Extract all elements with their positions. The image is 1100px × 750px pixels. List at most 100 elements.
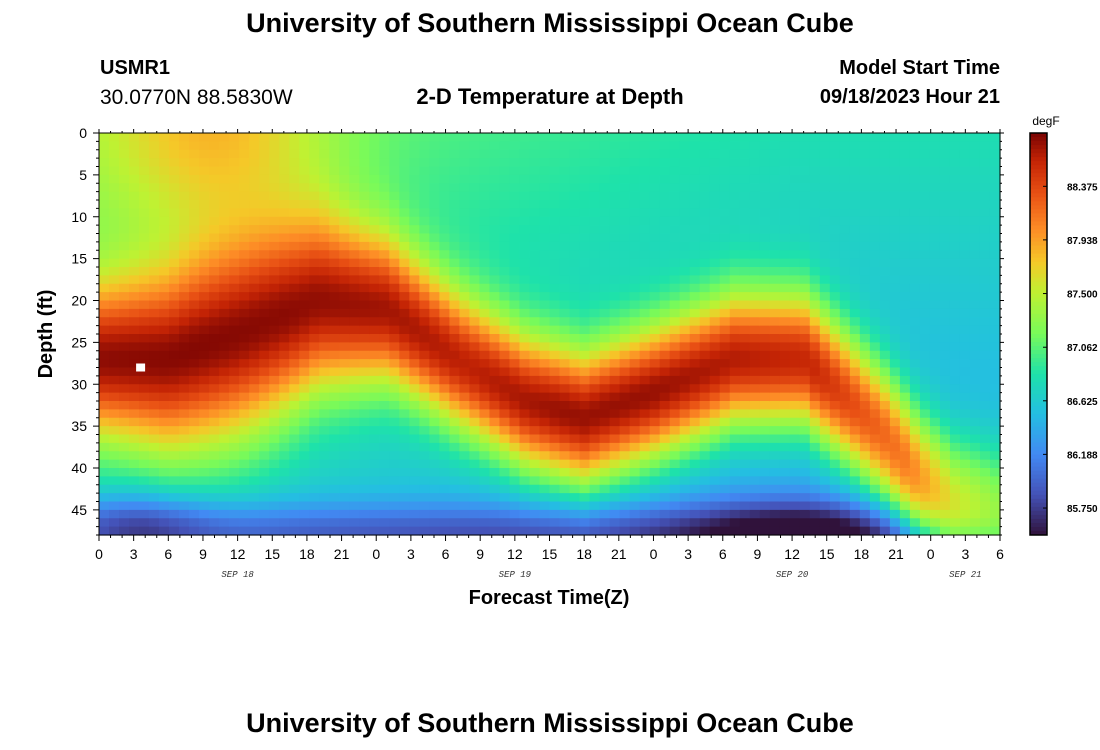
heatmap-cell: [979, 476, 991, 486]
heatmap-cell: [229, 367, 240, 377]
heatmap-cell: [699, 384, 711, 394]
heatmap-cell: [99, 334, 110, 343]
heatmap-cell: [279, 166, 290, 176]
heatmap-cell: [729, 459, 741, 469]
heatmap-cell: [729, 484, 741, 494]
heatmap-cell: [529, 300, 541, 310]
heatmap-cell: [349, 292, 360, 302]
heatmap-cell: [239, 417, 250, 427]
heatmap-cell: [319, 417, 330, 427]
heatmap-cell: [179, 350, 190, 360]
heatmap-cell: [789, 375, 801, 385]
heatmap-cell: [739, 267, 751, 276]
heatmap-cell: [209, 292, 220, 302]
heatmap-cell: [719, 149, 731, 159]
heatmap-cell: [549, 174, 561, 184]
heatmap-cell: [909, 401, 921, 410]
heatmap-cell: [479, 208, 491, 218]
heatmap-cell: [129, 325, 140, 335]
heatmap-cell: [519, 501, 531, 511]
heatmap-cell: [959, 451, 971, 461]
heatmap-cell: [719, 392, 731, 402]
heatmap-cell: [489, 233, 501, 243]
heatmap-cell: [519, 350, 531, 360]
heatmap-cell: [249, 166, 260, 176]
heatmap-cell: [289, 493, 300, 503]
heatmap-cell: [709, 325, 721, 335]
heatmap-cell: [819, 149, 831, 159]
heatmap-cell: [969, 409, 981, 419]
heatmap-cell: [269, 325, 280, 335]
heatmap-cell: [779, 149, 791, 159]
heatmap-cell: [369, 149, 380, 159]
heatmap-cell: [669, 166, 681, 176]
heatmap-cell: [389, 384, 400, 394]
heatmap-cell: [279, 518, 290, 528]
heatmap-cell: [699, 250, 711, 260]
heatmap-cell: [679, 141, 691, 151]
heatmap-cell: [119, 133, 130, 142]
heatmap-cell: [319, 509, 330, 519]
colorbar: degF 88.37587.93887.50087.06286.62586.18…: [1029, 114, 1098, 536]
heatmap-cell: [989, 409, 1001, 419]
heatmap-cell: [699, 375, 711, 385]
heatmap-cell: [229, 334, 240, 343]
heatmap-cell: [649, 442, 661, 452]
heatmap-cell: [209, 225, 220, 235]
heatmap-cell: [369, 476, 380, 486]
heatmap-cell: [259, 317, 270, 327]
heatmap-cell: [579, 526, 591, 536]
heatmap-cell: [229, 409, 240, 419]
heatmap-cell: [629, 158, 641, 168]
heatmap-cell: [279, 451, 290, 461]
heatmap-cell: [799, 200, 811, 209]
colorbar-swatch: [1030, 145, 1047, 150]
heatmap-cell: [149, 166, 160, 176]
heatmap-cell: [619, 158, 631, 168]
heatmap-cell: [809, 183, 821, 193]
heatmap-cell: [939, 359, 951, 369]
heatmap-cell: [639, 384, 651, 394]
heatmap-cell: [409, 417, 420, 427]
heatmap-cell: [329, 334, 340, 343]
heatmap-cell: [409, 518, 420, 528]
heatmap-cell: [439, 233, 450, 243]
heatmap-cell: [759, 350, 771, 360]
colorbar-swatch: [1030, 189, 1047, 194]
heatmap-cell: [619, 233, 631, 243]
heatmap-cell: [639, 283, 651, 293]
heatmap-cell: [939, 367, 951, 377]
heatmap-cell: [779, 241, 791, 251]
heatmap-cell: [919, 367, 931, 377]
heatmap-cell: [609, 283, 621, 293]
heatmap-cell: [879, 149, 891, 159]
heatmap-cell: [749, 493, 761, 503]
heatmap-cell: [719, 141, 731, 151]
heatmap-cell: [419, 350, 430, 360]
heatmap-cell: [939, 334, 951, 343]
heatmap-cell: [469, 191, 481, 201]
heatmap-cell: [939, 392, 951, 402]
station-coordinates: 30.0770N 88.5830W: [100, 86, 293, 109]
heatmap-cell: [509, 317, 521, 327]
heatmap-cell: [349, 501, 360, 511]
colorbar-swatch: [1030, 317, 1047, 323]
heatmap-cell: [829, 166, 841, 176]
heatmap-cell: [689, 359, 701, 369]
heatmap-cell: [729, 468, 741, 477]
heatmap-cell: [719, 359, 731, 369]
heatmap-cell: [629, 275, 641, 285]
heatmap-cell: [559, 409, 571, 419]
heatmap-cell: [479, 417, 491, 427]
heatmap-cell: [639, 166, 651, 176]
heatmap-cell: [639, 392, 651, 402]
heatmap-cell: [689, 476, 701, 486]
heatmap-cell: [139, 191, 150, 201]
heatmap-cell: [149, 367, 160, 377]
heatmap-cell: [509, 442, 521, 452]
heatmap-cell: [319, 342, 330, 352]
heatmap-cell: [189, 241, 200, 251]
heatmap-cell: [989, 501, 1001, 511]
heatmap-cell: [799, 158, 811, 168]
heatmap-cell: [919, 459, 931, 469]
